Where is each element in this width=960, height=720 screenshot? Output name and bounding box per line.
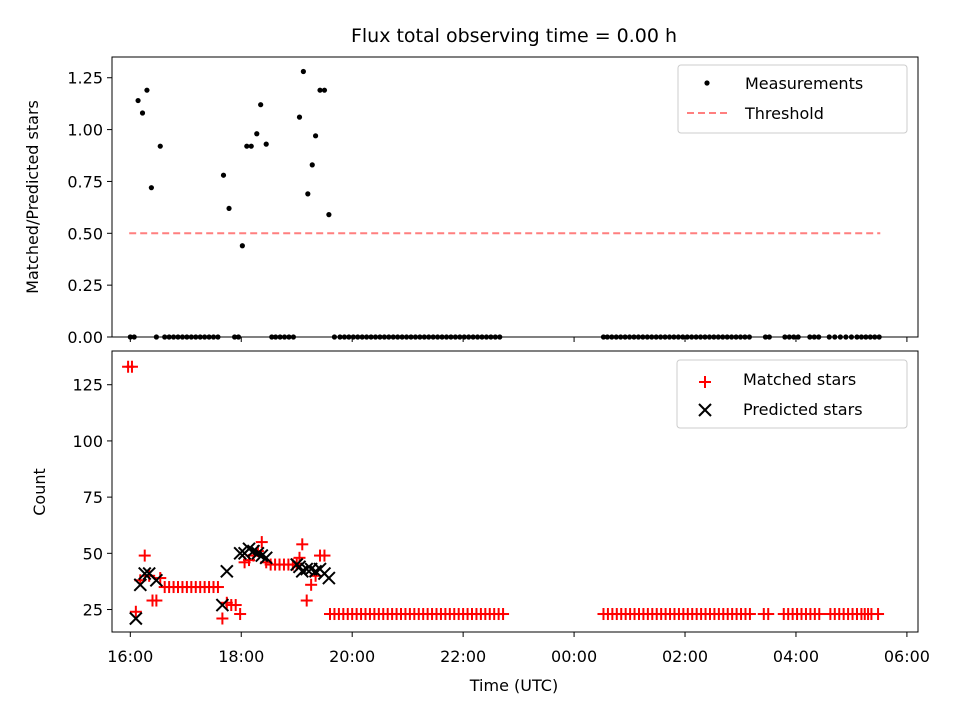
data-point-predicted-stars xyxy=(220,564,234,579)
data-point-matched-stars xyxy=(138,549,151,562)
top-axes-frame xyxy=(111,56,919,338)
data-point-matched-stars xyxy=(234,608,247,621)
bottom-panel: 25 50 75 100 125 16:00 18:00 20:00 22:00 00:00 02… xyxy=(30,350,930,695)
data-point-measurements xyxy=(135,97,141,104)
data-point-measurements xyxy=(321,87,328,93)
top-y-axis-ticks: 0.00 0.25 0.50 0.75 1.00 1.25 xyxy=(67,69,112,347)
data-point-measurements xyxy=(144,87,150,93)
data-point-measurements xyxy=(244,143,250,149)
chart-title: Flux total observing time = 0.00 h xyxy=(351,25,677,47)
y-tick-label: 0.00 xyxy=(67,328,103,347)
bottom-x-axis-ticks: 16:00 18:00 20:00 22:00 00:00 02:00 04:00 06:00 xyxy=(107,632,930,666)
x-tick-label: 16:00 xyxy=(107,647,153,666)
data-point-predicted-stars xyxy=(149,573,164,588)
data-point-matched-stars xyxy=(216,612,229,625)
y-tick-label: 75 xyxy=(83,488,103,507)
data-point-measurements xyxy=(258,102,264,108)
legend-marker-predicted-stars xyxy=(698,403,712,417)
y-tick-label: 25 xyxy=(83,601,103,620)
data-point-measurements xyxy=(263,141,269,147)
data-point-matched-stars xyxy=(872,608,885,621)
data-point-measurements xyxy=(226,205,232,212)
data-point-matched-stars xyxy=(743,608,756,621)
legend-marker-matched-stars xyxy=(699,376,711,388)
data-point-predicted-stars xyxy=(251,546,265,561)
data-point-predicted-stars xyxy=(129,611,143,626)
top-panel: Flux total observing time = 0.00 h 0.000… xyxy=(23,25,919,347)
x-tick-label: 20:00 xyxy=(329,647,375,666)
data-point-matched-stars xyxy=(150,594,163,607)
data-point-matched-stars xyxy=(125,360,138,373)
bottom-axes-frame xyxy=(111,350,919,633)
y-tick-label: 0.50 xyxy=(67,224,103,243)
data-point-predicted-stars xyxy=(322,571,336,585)
y-tick-label: 0.25 xyxy=(67,276,103,295)
data-point-predicted-stars xyxy=(133,578,147,592)
top-legend-box xyxy=(677,64,908,134)
data-point-measurements xyxy=(305,191,311,197)
x-axis-label: Time (UTC) xyxy=(469,676,558,695)
x-tick-label: 22:00 xyxy=(440,647,486,666)
data-point-measurements xyxy=(326,212,332,218)
data-point-measurements xyxy=(239,243,245,249)
data-point-matched-stars xyxy=(296,538,309,551)
bottom-legend-box xyxy=(676,359,908,429)
y-tick-label: 125 xyxy=(72,376,103,395)
data-point-matched-stars xyxy=(229,599,242,612)
data-point-measurements xyxy=(254,131,260,137)
legend-label-matched-stars: Matched stars xyxy=(743,370,856,389)
bottom-plot-marks xyxy=(122,360,885,626)
x-tick-label: 00:00 xyxy=(551,647,597,666)
legend-label-threshold: Threshold xyxy=(744,104,824,123)
y-tick-label: 1.00 xyxy=(67,121,103,140)
x-tick-label: 04:00 xyxy=(773,647,819,666)
data-point-predicted-stars xyxy=(233,546,247,561)
top-y-axis-label: Matched/Predicted stars xyxy=(23,100,42,294)
top-x-axis-ticks xyxy=(129,337,908,342)
data-point-measurements xyxy=(312,133,319,139)
top-legend: Measurements Threshold xyxy=(677,64,908,134)
y-tick-label: 50 xyxy=(83,544,103,563)
data-point-measurements xyxy=(139,110,146,116)
legend-marker-measurements xyxy=(704,80,710,86)
bottom-legend: Matched stars Predicted stars xyxy=(676,359,908,429)
data-point-matched-stars xyxy=(154,572,167,585)
x-tick-label: 06:00 xyxy=(884,647,930,666)
y-tick-label: 0.75 xyxy=(67,172,103,191)
data-point-matched-stars xyxy=(255,536,268,549)
bottom-y-axis-label: Count xyxy=(30,468,49,516)
data-point-matched-stars xyxy=(300,594,313,607)
data-point-measurements xyxy=(296,114,303,120)
legend-label-measurements: Measurements xyxy=(745,74,863,93)
data-point-measurements xyxy=(309,162,315,168)
bottom-y-axis-ticks: 25 50 75 100 125 xyxy=(72,376,112,620)
y-tick-label: 1.25 xyxy=(67,69,103,88)
data-point-measurements xyxy=(317,87,323,93)
data-point-matched-stars xyxy=(305,578,318,591)
data-point-matched-stars xyxy=(813,608,826,621)
data-point-measurements xyxy=(300,68,306,75)
data-point-measurements xyxy=(157,143,163,149)
data-point-matched-stars xyxy=(211,581,224,594)
x-tick-label: 02:00 xyxy=(662,647,708,666)
data-point-matched-stars xyxy=(129,605,142,618)
data-point-measurements xyxy=(148,185,154,191)
data-point-predicted-stars xyxy=(215,598,230,612)
data-point-matched-stars xyxy=(318,549,331,562)
data-point-predicted-stars xyxy=(138,566,152,581)
y-tick-label: 100 xyxy=(72,432,103,451)
x-tick-label: 18:00 xyxy=(218,647,264,666)
data-point-predicted-stars xyxy=(259,551,273,565)
data-point-matched-stars xyxy=(497,608,510,621)
data-point-measurements xyxy=(220,172,227,178)
data-point-measurements xyxy=(248,143,254,149)
data-point-matched-stars xyxy=(762,608,775,621)
legend-label-predicted-stars: Predicted stars xyxy=(743,400,863,419)
